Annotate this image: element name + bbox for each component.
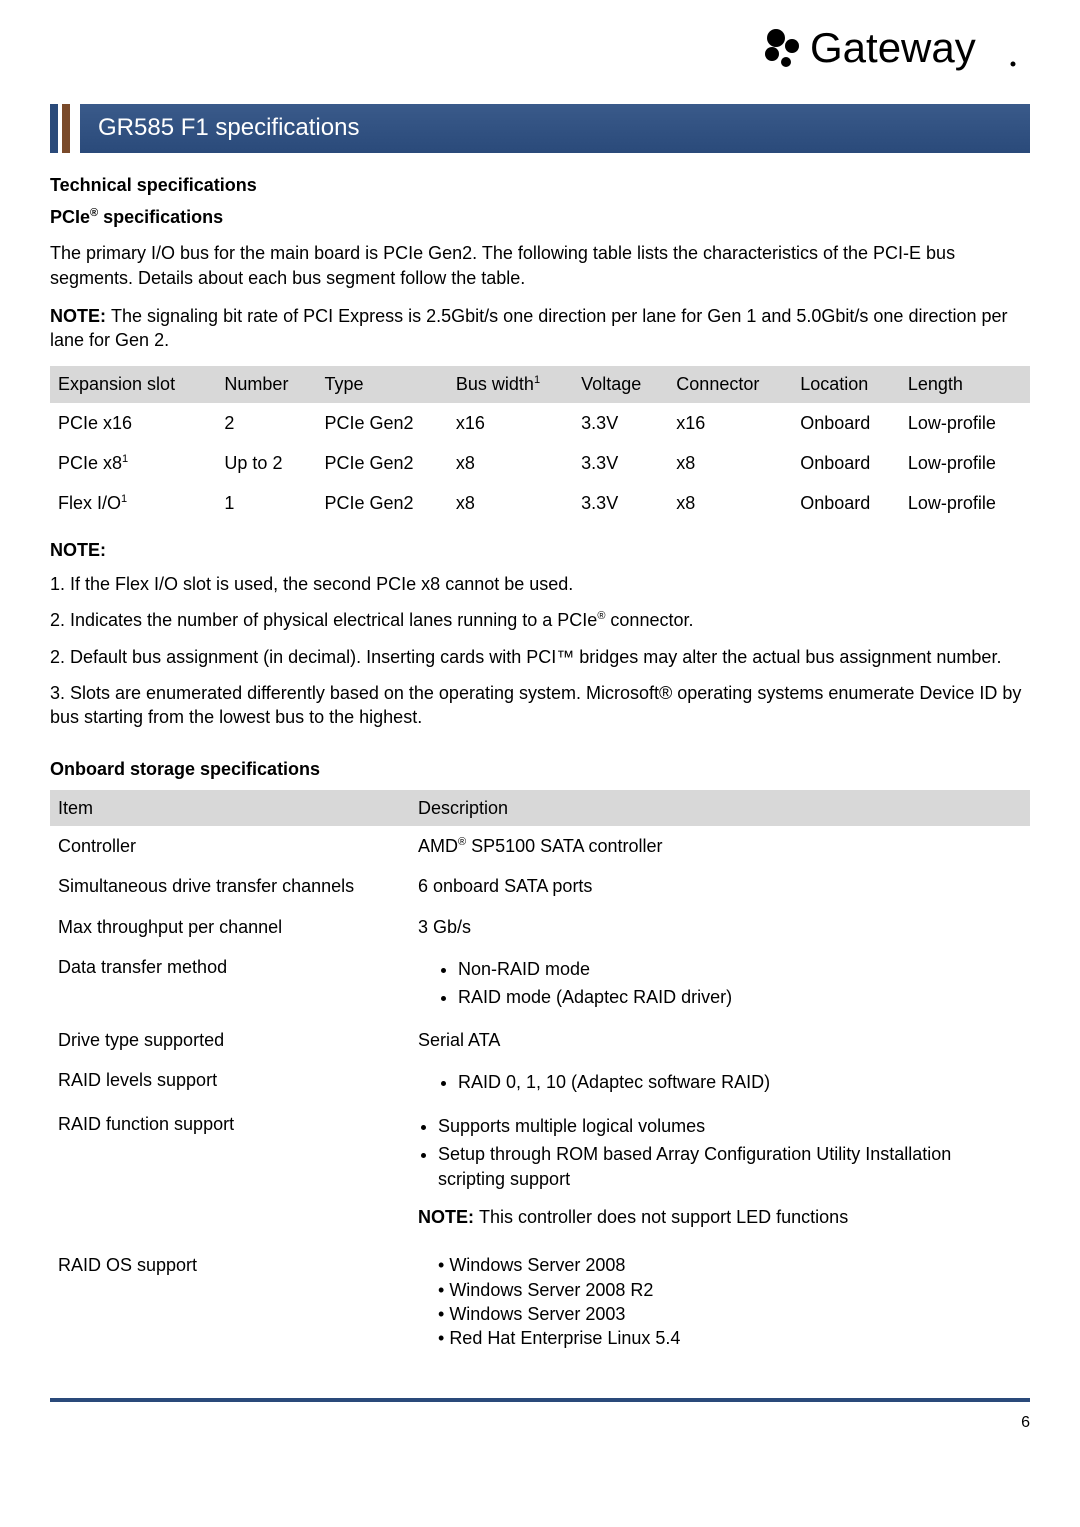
col-length: Length [900, 366, 1030, 402]
table-cell: Onboard [792, 443, 900, 483]
item-transfer: Data transfer method [50, 947, 410, 1020]
table-cell: 3.3V [573, 443, 668, 483]
table-cell: Onboard [792, 483, 900, 523]
col-bus-width: Bus width1 [448, 366, 573, 402]
item-drive: Drive type supported [50, 1020, 410, 1060]
table-row: RAID OS support • Windows Server 2008 • … [50, 1245, 1030, 1358]
table-cell: x8 [668, 443, 792, 483]
table-cell: PCIe Gen2 [317, 403, 448, 443]
table-cell: x16 [448, 403, 573, 443]
table-cell: x16 [668, 403, 792, 443]
note-2: 2. Indicates the number of physical elec… [50, 608, 1030, 632]
table-cell: Low-profile [900, 483, 1030, 523]
page-title: GR585 F1 specifications [80, 104, 1030, 152]
table-row: Controller AMD® SP5100 SATA controller [50, 826, 1030, 866]
footer-rule [50, 1398, 1030, 1402]
pcie-intro-text: The primary I/O bus for the main board i… [50, 241, 1030, 290]
item-controller: Controller [50, 826, 410, 866]
heading-storage: Onboard storage specifications [50, 757, 1030, 781]
desc-raid-levels: RAID 0, 1, 10 (Adaptec software RAID) [410, 1060, 1030, 1104]
desc-throughput: 3 Gb/s [410, 907, 1030, 947]
table-cell: 3.3V [573, 483, 668, 523]
table-cell: Up to 2 [216, 443, 316, 483]
notes-heading: NOTE: [50, 538, 1030, 562]
table-cell: PCIe Gen2 [317, 483, 448, 523]
raid-note: NOTE: This controller does not support L… [418, 1205, 1022, 1229]
desc-raid-os: • Windows Server 2008 • Windows Server 2… [410, 1245, 1030, 1358]
reg-mark: ® [90, 207, 98, 219]
brand-text: Gateway [810, 24, 976, 71]
table-cell: 1 [216, 483, 316, 523]
table-row: Max throughput per channel 3 Gb/s [50, 907, 1030, 947]
desc-controller: AMD® SP5100 SATA controller [410, 826, 1030, 866]
item-channels: Simultaneous drive transfer channels [50, 866, 410, 906]
table-row: Flex I/O11PCIe Gen2x83.3Vx8OnboardLow-pr… [50, 483, 1030, 523]
table-header-row: Item Description [50, 790, 1030, 826]
table-row: Drive type supported Serial ATA [50, 1020, 1030, 1060]
col-number: Number [216, 366, 316, 402]
desc-channels: 6 onboard SATA ports [410, 866, 1030, 906]
page-number: 6 [50, 1412, 1030, 1434]
list-item: • Windows Server 2003 [438, 1302, 1022, 1326]
table-header-row: Expansion slot Number Type Bus width1 Vo… [50, 366, 1030, 402]
list-item: Non-RAID mode [458, 955, 1022, 983]
list-item: Setup through ROM based Array Configurat… [438, 1140, 1022, 1193]
list-item: • Windows Server 2008 [438, 1253, 1022, 1277]
title-accent-brown [62, 104, 70, 152]
pcie-suffix: specifications [98, 207, 223, 227]
col-description: Description [410, 790, 1030, 826]
note-3: 2. Default bus assignment (in decimal). … [50, 645, 1030, 669]
item-raid-func: RAID function support [50, 1104, 410, 1245]
table-row: RAID function support Supports multiple … [50, 1104, 1030, 1245]
table-cell: Low-profile [900, 443, 1030, 483]
list-item: • Windows Server 2008 R2 [438, 1278, 1022, 1302]
col-type: Type [317, 366, 448, 402]
heading-pcie-spec: PCIe® specifications [50, 205, 1030, 229]
table-row: PCIe x162PCIe Gen2x163.3Vx16OnboardLow-p… [50, 403, 1030, 443]
item-throughput: Max throughput per channel [50, 907, 410, 947]
table-row: PCIe x81Up to 2PCIe Gen2x83.3Vx8OnboardL… [50, 443, 1030, 483]
table-cell: PCIe x16 [50, 403, 216, 443]
list-item: Supports multiple logical volumes [438, 1112, 1022, 1140]
table-cell: Low-profile [900, 403, 1030, 443]
list-item: RAID mode (Adaptec RAID driver) [458, 983, 1022, 1011]
note-body: The signaling bit rate of PCI Express is… [50, 306, 1008, 350]
table-cell: x8 [448, 483, 573, 523]
table-cell: 3.3V [573, 403, 668, 443]
table-cell: Flex I/O1 [50, 483, 216, 523]
title-bar: GR585 F1 specifications [50, 104, 1030, 152]
storage-table: Item Description Controller AMD® SP5100 … [50, 790, 1030, 1359]
pcie-table: Expansion slot Number Type Bus width1 Vo… [50, 366, 1030, 523]
list-item: • Red Hat Enterprise Linux 5.4 [438, 1326, 1022, 1350]
pcie-note-text: NOTE: The signaling bit rate of PCI Expr… [50, 304, 1030, 353]
table-cell: Onboard [792, 403, 900, 443]
table-row: Simultaneous drive transfer channels 6 o… [50, 866, 1030, 906]
desc-transfer: Non-RAID mode RAID mode (Adaptec RAID dr… [410, 947, 1030, 1020]
desc-raid-func: Supports multiple logical volumes Setup … [410, 1104, 1030, 1245]
brand-logo: Gateway [50, 20, 1030, 84]
table-row: RAID levels support RAID 0, 1, 10 (Adapt… [50, 1060, 1030, 1104]
item-raid-os: RAID OS support [50, 1245, 410, 1358]
desc-drive: Serial ATA [410, 1020, 1030, 1060]
note-prefix: NOTE: [50, 306, 111, 326]
table-cell: PCIe Gen2 [317, 443, 448, 483]
table-cell: 2 [216, 403, 316, 443]
heading-tech-spec: Technical specifications [50, 173, 1030, 197]
col-connector: Connector [668, 366, 792, 402]
note-1: 1. If the Flex I/O slot is used, the sec… [50, 572, 1030, 596]
col-voltage: Voltage [573, 366, 668, 402]
col-expansion: Expansion slot [50, 366, 216, 402]
col-location: Location [792, 366, 900, 402]
table-cell: x8 [668, 483, 792, 523]
list-item: RAID 0, 1, 10 (Adaptec software RAID) [458, 1068, 1022, 1096]
item-raid-levels: RAID levels support [50, 1060, 410, 1104]
table-cell: x8 [448, 443, 573, 483]
table-cell: PCIe x81 [50, 443, 216, 483]
pcie-prefix: PCIe [50, 207, 90, 227]
col-item: Item [50, 790, 410, 826]
title-accent-dark [50, 104, 58, 152]
note-4: 3. Slots are enumerated differently base… [50, 681, 1030, 730]
table-row: Data transfer method Non-RAID mode RAID … [50, 947, 1030, 1020]
